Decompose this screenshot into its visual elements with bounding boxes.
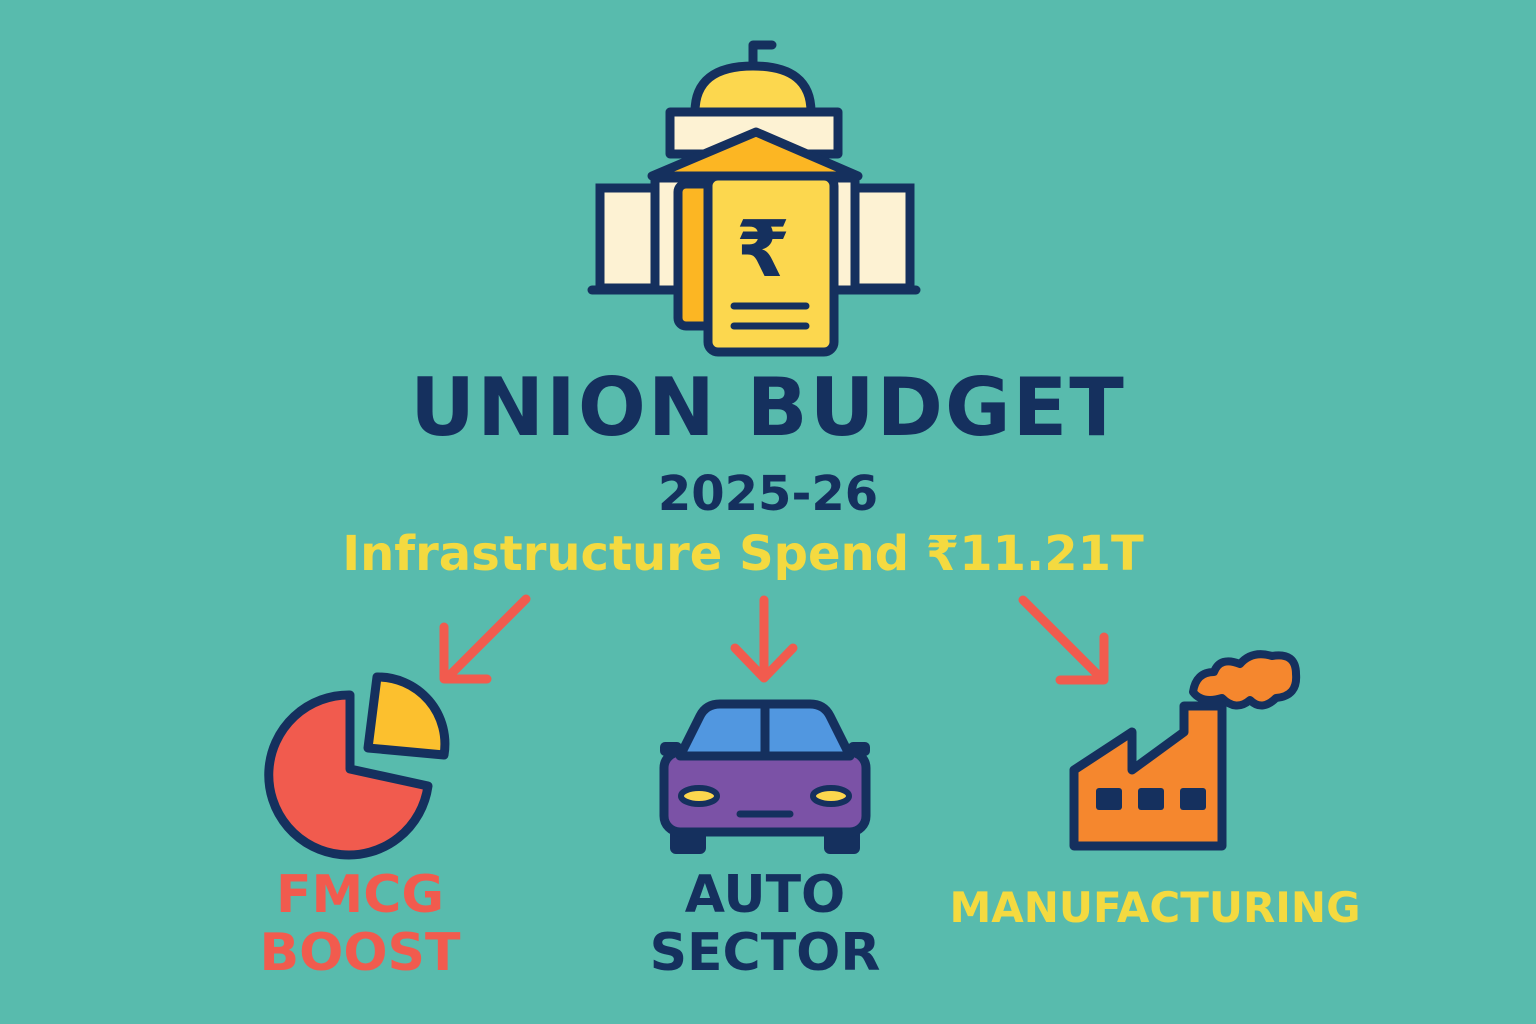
arrow-icon-center	[730, 595, 798, 683]
factory-icon	[1069, 650, 1301, 851]
infrastructure-spend-headline: Infrastructure Spend ₹11.21T	[342, 526, 1144, 582]
auto-label-line2: SECTOR	[649, 923, 881, 984]
fmcg-label-line2: BOOST	[259, 923, 461, 984]
page-title: UNION BUDGET	[410, 361, 1126, 454]
rupee-symbol: ₹	[736, 205, 790, 295]
government-building-icon: ₹	[587, 40, 921, 357]
car-icon	[659, 699, 871, 854]
auto-sector-label: AUTO SECTOR	[620, 865, 910, 984]
pie-chart-icon	[264, 672, 450, 860]
fmcg-label-line1: FMCG	[275, 865, 445, 925]
auto-label-line1: AUTO	[684, 865, 846, 925]
fmcg-boost-label: FMCG BOOST	[230, 865, 490, 984]
budget-year: 2025-26	[657, 466, 879, 522]
arrow-icon-left	[439, 594, 531, 684]
manufacturing-label: MANUFACTURING	[949, 883, 1361, 932]
arrow-icon-right	[1018, 595, 1109, 685]
